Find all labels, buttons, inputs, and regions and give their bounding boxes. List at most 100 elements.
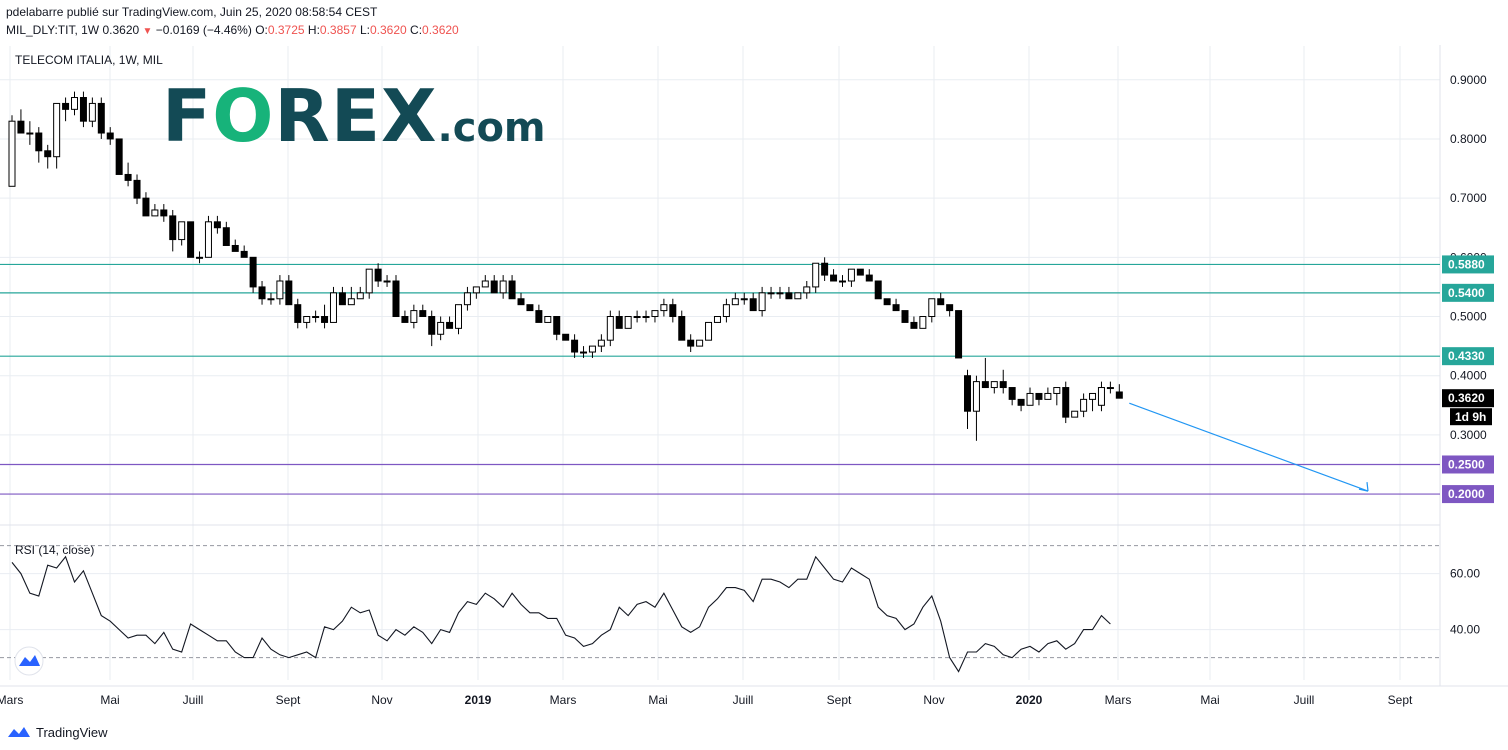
tradingview-brand[interactable]: TradingView	[6, 723, 108, 741]
candle-body	[204, 221, 212, 258]
candle-body	[106, 132, 114, 140]
candle-body	[79, 97, 87, 122]
level-price-label: 0.2000	[1448, 487, 1485, 501]
candle-body	[812, 262, 820, 288]
last-price: 0.3620	[102, 23, 140, 37]
down-triangle-icon: ▼	[142, 26, 153, 37]
level-price-tag	[1442, 485, 1494, 504]
candle-body	[240, 250, 248, 258]
candle-body	[865, 274, 873, 282]
candle-body	[606, 316, 614, 341]
candle-body	[776, 292, 784, 295]
candle-body	[303, 316, 311, 323]
candle-body	[62, 102, 70, 110]
candle-body	[437, 321, 445, 335]
candle-body	[187, 221, 195, 258]
candle-body	[481, 280, 489, 288]
candle-body	[329, 292, 337, 323]
candle-body	[758, 292, 766, 312]
candle-body	[919, 316, 927, 329]
time-tick-label: 2020	[1016, 693, 1043, 707]
candle-body	[767, 292, 775, 295]
candle-body	[392, 280, 400, 318]
time-tick-label: Nov	[923, 693, 944, 707]
candle-body	[1035, 392, 1043, 400]
tv-badge-icon	[19, 655, 40, 666]
candle-body	[169, 215, 177, 241]
candle-body	[803, 286, 811, 294]
candle-body	[660, 304, 668, 312]
time-tick-label: Mars	[1105, 693, 1132, 707]
projection-arrow	[1129, 402, 1369, 492]
candle-body	[356, 292, 364, 300]
level-price-label: 0.2500	[1448, 457, 1485, 471]
candle-body	[151, 209, 159, 217]
projection-arrowhead	[1358, 482, 1369, 492]
candle-body	[267, 298, 275, 301]
price-tick-label: 0.3000	[1450, 428, 1487, 442]
candle-body	[249, 256, 257, 288]
candle-body	[338, 292, 346, 306]
candle-body	[8, 120, 16, 187]
price-tick-label: 0.7000	[1450, 191, 1487, 205]
candle-body	[588, 345, 596, 353]
logo-dotcom: .com	[437, 105, 546, 151]
candle-body	[1062, 387, 1070, 418]
candle-body	[705, 321, 713, 341]
candle-body	[490, 280, 498, 294]
candle-body	[838, 280, 846, 283]
price-tick-label: 0.9000	[1450, 73, 1487, 87]
candle-body	[910, 321, 918, 329]
time-tick-label: Juill	[1294, 693, 1315, 707]
candle-body	[999, 381, 1007, 389]
time-tick-label: 2019	[465, 693, 492, 707]
publisher-line: pdelabarre publié sur TradingView.com, J…	[6, 5, 378, 19]
logo-letter-f: F	[162, 74, 213, 158]
level-price-label: 0.4330	[1448, 349, 1485, 363]
open-value: 0.3725	[267, 23, 305, 37]
candle-body	[785, 292, 793, 300]
candle-body	[830, 274, 838, 282]
candle-body	[383, 280, 391, 283]
price-change: −0.0169 (−4.46%)	[155, 23, 252, 37]
candle-body	[1053, 387, 1061, 394]
candle-body	[419, 310, 427, 318]
forex-logo: FOREX.com	[162, 74, 546, 158]
candle-body	[455, 304, 462, 329]
candle-body	[196, 256, 204, 259]
symbol-ohlc-line: MIL_DLY:TIT, 1W 0.3620 ▼ −0.0169 (−4.46%…	[6, 23, 459, 37]
instrument-label: TELECOM ITALIA, 1W, MIL	[15, 53, 163, 67]
candle-body	[88, 102, 96, 122]
low-label: L:	[359, 23, 370, 37]
candle-body	[562, 333, 570, 341]
candle-body	[740, 298, 748, 301]
candle-body	[499, 280, 507, 294]
tradingview-logo-icon	[8, 727, 30, 737]
time-tick-label: Juill	[733, 693, 754, 707]
candle-body	[213, 221, 221, 229]
countdown-tag	[1450, 408, 1492, 426]
candle-body	[696, 339, 704, 347]
candle-body	[669, 304, 677, 318]
candle-body	[124, 173, 132, 181]
time-tick-label: Nov	[371, 693, 392, 707]
candle-body	[713, 316, 721, 323]
time-tick-label: Mars	[0, 693, 23, 707]
candle-body	[142, 197, 150, 217]
countdown-label: 1d 9h	[1455, 410, 1486, 424]
candle-body	[365, 268, 373, 294]
candle-body	[821, 262, 829, 276]
close-value: 0.3620	[422, 23, 459, 37]
candle-body	[347, 298, 355, 306]
candle-body	[731, 298, 739, 306]
candle-body	[222, 227, 230, 246]
candle-body	[892, 304, 900, 312]
rsi-tick-label: 60.00	[1450, 567, 1480, 581]
candle-body	[937, 298, 945, 306]
candle-body	[115, 138, 123, 175]
candle-body	[946, 304, 954, 312]
rsi-tick-label: 40.00	[1450, 623, 1480, 637]
candle-body	[374, 268, 382, 282]
candle-body	[312, 316, 320, 319]
